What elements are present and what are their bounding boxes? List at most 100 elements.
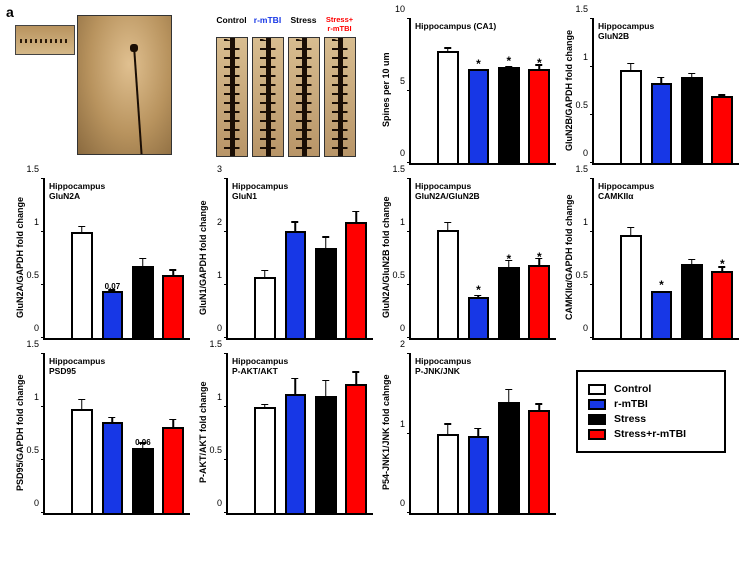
y-tick-label: 0.5 xyxy=(575,100,588,110)
legend-swatch xyxy=(588,414,606,425)
chart-pjnk: P54-JNK1/JNK fold cahnge Hippocampus P-JN… xyxy=(381,350,556,515)
chart-title: Hippocampus GluN2A/GluN2B xyxy=(415,181,480,201)
dendrite-label: Stress+ r-mTBI xyxy=(324,15,356,33)
bar xyxy=(498,402,520,513)
chart-ratio: GluN2A/GluN2B fold change Hippocampus Glu… xyxy=(381,175,556,340)
y-tick-label: 0 xyxy=(400,323,405,333)
y-tick-label: 1.5 xyxy=(575,4,588,14)
bar xyxy=(681,77,703,163)
y-axis-label: GluN2A/GluN2B fold change xyxy=(381,175,391,340)
bar xyxy=(711,96,733,163)
plot-area: Hippocampus P-AKT/AKT00.511.5 xyxy=(226,354,373,515)
y-tick-label: 1 xyxy=(400,217,405,227)
y-axis-label: PSD95/GAPDH fold change xyxy=(15,350,25,515)
dendrite-label: r-mTBI xyxy=(252,15,284,33)
y-tick-label: 0 xyxy=(583,323,588,333)
bar xyxy=(315,396,337,513)
chart-spines: Spines per 10 umHippocampus (CA1)0510*** xyxy=(381,15,556,165)
y-axis-label: GluN2A/GAPDH fold change xyxy=(15,175,25,340)
y-tick-label: 0 xyxy=(217,323,222,333)
y-tick-label: 1.5 xyxy=(575,164,588,174)
dendrite-rmtbi xyxy=(252,37,284,157)
bar xyxy=(345,222,367,338)
bar xyxy=(345,384,367,513)
p-value-annotation: 0.06 xyxy=(135,438,151,447)
y-tick-label: 0 xyxy=(34,323,39,333)
y-tick-label: 1 xyxy=(217,270,222,280)
chart-title: Hippocampus GluN2B xyxy=(598,21,654,41)
chart-title: Hippocampus CAMKIIα xyxy=(598,181,654,201)
golgi-neuron xyxy=(77,15,172,155)
dendrite-label: Stress xyxy=(288,15,320,33)
chart-glun1: GluN1/GAPDH fold change Hippocampus GluN1… xyxy=(198,175,373,340)
dendrite-labels: Control r-mTBI Stress Stress+ r-mTBI xyxy=(198,15,373,33)
y-tick-label: 5 xyxy=(400,76,405,86)
y-tick-label: 1.5 xyxy=(392,164,405,174)
chart-camkii: CAMKIIα/GAPDH fold change Hippocampus CAM… xyxy=(564,175,739,340)
significance-star: * xyxy=(720,257,725,271)
y-tick-label: 0.5 xyxy=(26,270,39,280)
y-tick-label: 10 xyxy=(395,4,405,14)
legend: Controlr-mTBIStressStress+r-mTBI xyxy=(576,370,726,453)
bar xyxy=(315,248,337,338)
legend-item: Stress+r-mTBI xyxy=(588,428,714,440)
significance-star: * xyxy=(507,252,512,266)
y-axis-label: Spines per 10 um xyxy=(381,15,391,165)
plot-area: Hippocampus GluN2B00.511.5 xyxy=(592,19,739,165)
y-tick-label: 1 xyxy=(583,52,588,62)
bar: 0.07 xyxy=(102,291,124,338)
y-tick-label: 0.5 xyxy=(392,270,405,280)
significance-star: * xyxy=(476,57,481,71)
legend-label: Stress xyxy=(614,413,646,425)
y-tick-label: 0 xyxy=(34,498,39,508)
chart-psd95: PSD95/GAPDH fold change Hippocampus PSD95… xyxy=(15,350,190,515)
legend-label: r-mTBI xyxy=(614,398,648,410)
neuron-micrograph xyxy=(15,15,190,165)
dendrite-stress-rmtbi xyxy=(324,37,356,157)
y-tick-label: 1 xyxy=(217,392,222,402)
bar xyxy=(437,230,459,338)
bar xyxy=(437,434,459,514)
chart-title: Hippocampus PSD95 xyxy=(49,356,105,376)
y-axis-label: GluN1/GAPDH fold change xyxy=(198,175,208,340)
bar: * xyxy=(528,69,550,163)
y-tick-label: 1.5 xyxy=(209,339,222,349)
legend-swatch xyxy=(588,384,606,395)
y-tick-label: 1 xyxy=(34,217,39,227)
bar xyxy=(620,70,642,163)
legend-item: Stress xyxy=(588,413,714,425)
dendrite-stress xyxy=(288,37,320,157)
y-axis-label: P54-JNK1/JNK fold cahnge xyxy=(381,350,391,515)
y-tick-label: 0.5 xyxy=(209,445,222,455)
significance-star: * xyxy=(476,283,481,297)
chart-title: Hippocampus P-JNK/JNK xyxy=(415,356,471,376)
y-tick-label: 1 xyxy=(583,217,588,227)
dendrite-strips xyxy=(198,37,373,157)
bar xyxy=(437,51,459,163)
y-tick-label: 2 xyxy=(217,217,222,227)
bar: * xyxy=(468,297,490,338)
bar xyxy=(620,235,642,338)
bar xyxy=(254,277,276,338)
plot-area: Hippocampus CAMKIIα00.511.5** xyxy=(592,179,739,340)
chart-title: Hippocampus GluN2A xyxy=(49,181,105,201)
legend-container: Controlr-mTBIStressStress+r-mTBI xyxy=(564,350,739,515)
row1: Control r-mTBI Stress Stress+ r-mTBI Spi… xyxy=(15,15,739,165)
dendrite-panels: Control r-mTBI Stress Stress+ r-mTBI xyxy=(198,15,373,165)
bar: * xyxy=(498,67,520,163)
plot-area: Hippocampus P-JNK/JNK012 xyxy=(409,354,556,515)
y-tick-label: 1.5 xyxy=(26,339,39,349)
legend-item: r-mTBI xyxy=(588,398,714,410)
significance-star: * xyxy=(507,54,512,68)
chart-glun2a: GluN2A/GAPDH fold change Hippocampus GluN… xyxy=(15,175,190,340)
bar xyxy=(681,264,703,338)
y-axis-label: P-AKT/AKT fold change xyxy=(198,350,208,515)
panel-letter: a xyxy=(6,4,14,20)
plot-area: Hippocampus GluN2A00.511.50.07 xyxy=(43,179,190,340)
bar xyxy=(468,436,490,513)
plot-area: Hippocampus GluN10123 xyxy=(226,179,373,340)
y-tick-label: 0.5 xyxy=(575,270,588,280)
bar xyxy=(162,427,184,513)
y-axis-label: CAMKIIα/GAPDH fold change xyxy=(564,175,574,340)
bar xyxy=(102,422,124,513)
